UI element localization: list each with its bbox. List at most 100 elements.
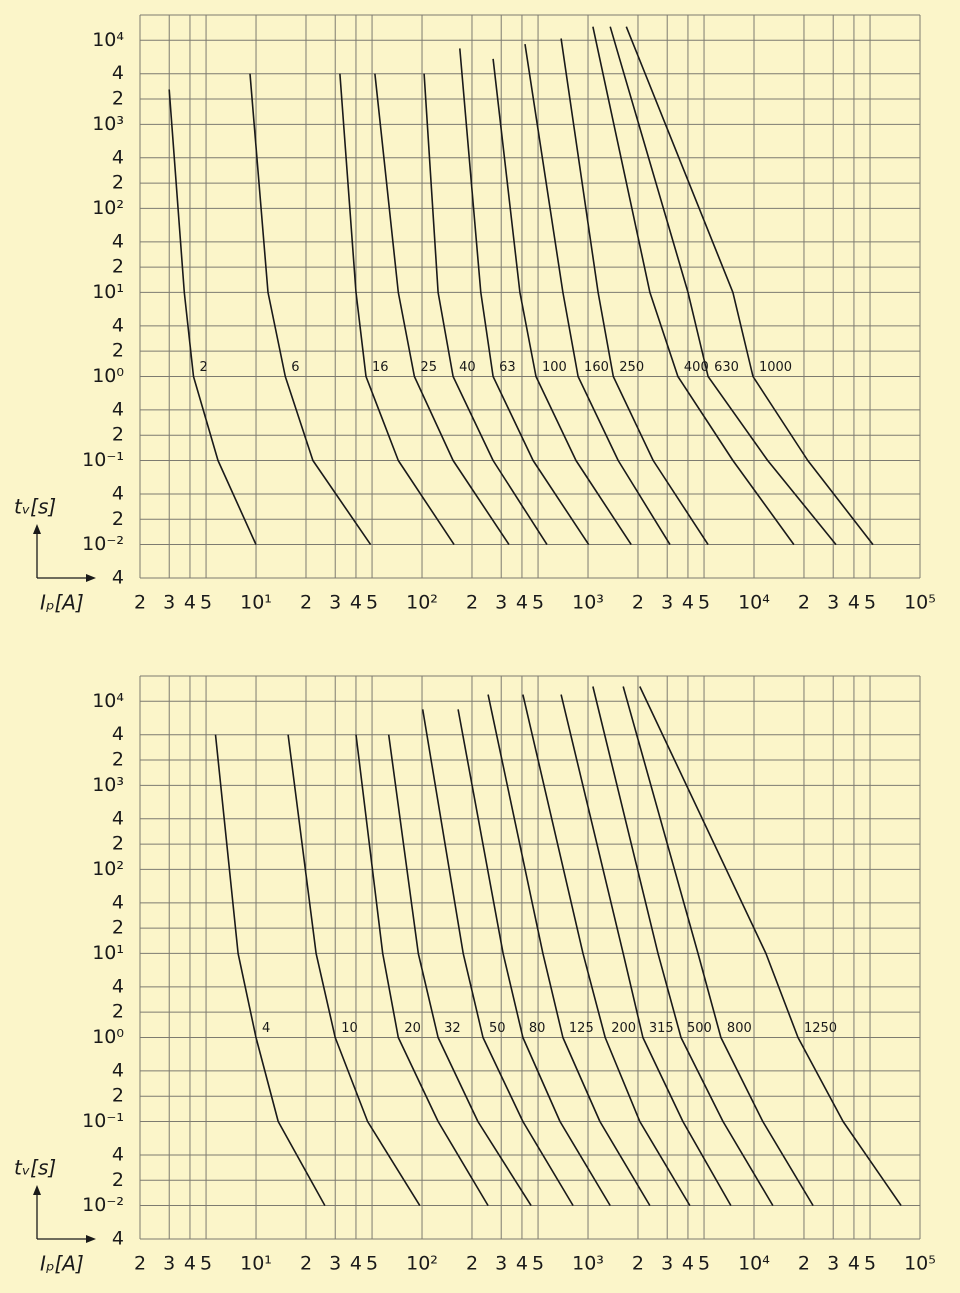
x-tick-label: 10⁴ xyxy=(738,592,770,614)
y-tick-label: 2 xyxy=(112,833,124,855)
y-tick-label: 4 xyxy=(112,230,124,252)
y-tick-label: 2 xyxy=(112,1001,124,1023)
x-tick-label: 3 xyxy=(163,592,175,614)
fuse-curve xyxy=(592,26,795,546)
fuse-curve xyxy=(214,734,326,1206)
x-tick-label: 2 xyxy=(466,592,478,614)
x-tick-label: 10² xyxy=(406,592,438,614)
y-tick-label: 2 xyxy=(112,508,124,530)
fuse-curve xyxy=(524,43,671,546)
y-tick-label: 10³ xyxy=(92,774,124,796)
curve-label: 125 xyxy=(569,1021,594,1036)
x-tick-label: 10⁵ xyxy=(904,592,936,614)
fuse-curve xyxy=(459,48,590,546)
x-tick-label: 3 xyxy=(827,592,839,614)
fuse-curve xyxy=(421,709,574,1207)
curve-label: 315 xyxy=(649,1021,674,1036)
x-tick-label: 5 xyxy=(698,592,710,614)
curve-label: 80 xyxy=(529,1021,546,1036)
y-tick-label: 10⁰ xyxy=(92,365,124,387)
x-tick-label: 5 xyxy=(532,1253,544,1275)
x-tick-label: 2 xyxy=(798,1253,810,1275)
curve-label: 20 xyxy=(404,1021,421,1036)
axis-arrow-head xyxy=(33,1185,96,1243)
x-tick-label: 4 xyxy=(184,1253,196,1275)
x-tick-label: 4 xyxy=(350,1253,362,1275)
fuse-curve xyxy=(487,694,651,1207)
curve-label: 50 xyxy=(489,1021,506,1036)
fuse-curve xyxy=(387,734,532,1207)
y-tick-label: 2 xyxy=(112,88,124,110)
x-axis-label: Iₚ[A] xyxy=(40,591,84,615)
y-tick-label: 10⁰ xyxy=(92,1026,124,1048)
x-tick-label: 10⁴ xyxy=(738,1253,770,1275)
x-tick-label: 5 xyxy=(366,1253,378,1275)
x-tick-label: 4 xyxy=(516,1253,528,1275)
fuse-curve xyxy=(492,58,632,546)
y-tick-label: 10⁻¹ xyxy=(82,449,124,471)
y-tick-label: 4 xyxy=(112,62,124,84)
y-tick-label: 4 xyxy=(112,891,124,913)
y-tick-label: 10² xyxy=(92,197,124,219)
x-tick-label: 5 xyxy=(864,592,876,614)
curve-label: 10 xyxy=(341,1021,358,1036)
y-axis-label: tᵥ[s] xyxy=(14,495,56,519)
x-tick-label: 2 xyxy=(134,1253,146,1275)
curve-label: 400 xyxy=(684,360,709,375)
curve-label: 25 xyxy=(420,360,437,375)
curve-label: 16 xyxy=(372,360,389,375)
y-tick-label: 10⁴ xyxy=(92,29,124,51)
axis-arrow xyxy=(36,528,92,579)
fuse-curve xyxy=(522,694,691,1207)
x-tick-label: 10¹ xyxy=(240,1253,272,1275)
x-tick-label: 10³ xyxy=(572,592,604,614)
y-tick-label: 4 xyxy=(112,975,124,997)
y-tick-label: 2 xyxy=(112,256,124,278)
x-tick-label: 3 xyxy=(661,592,673,614)
x-tick-label: 2 xyxy=(134,592,146,614)
y-tick-label: 10³ xyxy=(92,113,124,135)
y-tick-label: 10¹ xyxy=(92,281,124,303)
fuse-curve xyxy=(374,73,510,546)
x-tick-label: 2 xyxy=(300,592,312,614)
y-tick-label: 2 xyxy=(112,749,124,771)
fuse-curve xyxy=(625,26,874,546)
x-tick-label: 3 xyxy=(329,592,341,614)
fuse-curve xyxy=(355,734,489,1207)
x-tick-label: 5 xyxy=(200,1253,212,1275)
x-tick-label: 4 xyxy=(350,592,362,614)
x-tick-label: 4 xyxy=(682,1253,694,1275)
y-tick-label: 4 xyxy=(112,398,124,420)
x-tick-label: 3 xyxy=(661,1253,673,1275)
x-tick-label: 10⁵ xyxy=(904,1253,936,1275)
x-tick-label: 5 xyxy=(864,1253,876,1275)
curve-label: 1250 xyxy=(804,1021,837,1036)
y-tick-label: 4 xyxy=(112,146,124,168)
y-tick-label: 2 xyxy=(112,172,124,194)
y-tick-label: 2 xyxy=(112,917,124,939)
x-tick-label: 5 xyxy=(532,592,544,614)
curve-label: 63 xyxy=(499,360,516,375)
axis-arrow-head xyxy=(33,524,96,582)
fuse-curve xyxy=(639,686,902,1207)
curve-label: 100 xyxy=(542,360,567,375)
x-tick-label: 10² xyxy=(406,1253,438,1275)
fuse-curve xyxy=(592,686,774,1207)
x-tick-label: 3 xyxy=(163,1253,175,1275)
x-tick-label: 3 xyxy=(827,1253,839,1275)
x-tick-label: 3 xyxy=(329,1253,341,1275)
x-tick-label: 2 xyxy=(632,1253,644,1275)
fuse-curve xyxy=(622,686,814,1207)
fuse-curve xyxy=(560,38,709,546)
y-axis-label: tᵥ[s] xyxy=(14,1156,56,1180)
y-tick-label: 4 xyxy=(112,1143,124,1165)
y-tick-label: 2 xyxy=(112,424,124,446)
fuse-curve xyxy=(560,694,732,1206)
fuse-curve xyxy=(423,73,548,546)
y-tick-label: 4 xyxy=(112,314,124,336)
x-tick-label: 2 xyxy=(798,592,810,614)
